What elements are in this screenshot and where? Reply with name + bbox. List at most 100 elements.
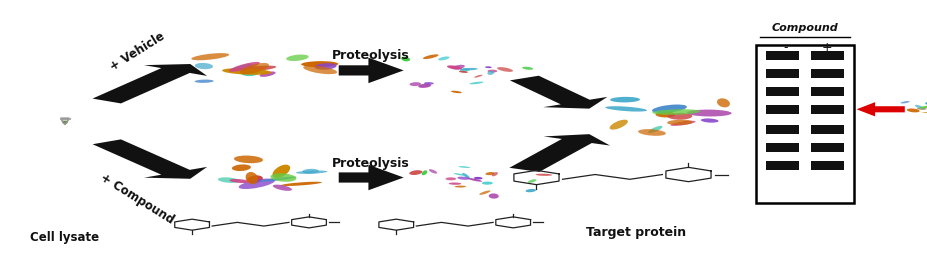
Ellipse shape [669, 121, 695, 126]
Ellipse shape [447, 66, 462, 70]
Ellipse shape [191, 54, 229, 61]
Ellipse shape [899, 102, 908, 104]
Ellipse shape [654, 112, 675, 118]
Bar [765, 70, 798, 79]
Ellipse shape [400, 57, 410, 62]
Ellipse shape [302, 169, 319, 174]
Ellipse shape [451, 66, 464, 70]
Ellipse shape [474, 177, 482, 180]
Ellipse shape [609, 120, 628, 130]
Ellipse shape [478, 191, 490, 195]
Ellipse shape [491, 172, 498, 177]
Ellipse shape [527, 180, 536, 183]
Ellipse shape [218, 178, 239, 183]
Bar [810, 70, 844, 79]
Ellipse shape [921, 112, 927, 114]
Text: Cell lysate: Cell lysate [31, 230, 99, 243]
Bar [810, 126, 844, 135]
Ellipse shape [906, 109, 919, 113]
Ellipse shape [238, 66, 276, 72]
Text: Target protein: Target protein [585, 225, 685, 237]
Ellipse shape [195, 80, 213, 84]
Ellipse shape [409, 170, 422, 175]
Ellipse shape [259, 177, 296, 182]
Ellipse shape [286, 55, 309, 62]
Ellipse shape [195, 64, 213, 70]
Ellipse shape [469, 82, 483, 85]
Bar [810, 52, 844, 61]
Bar [810, 88, 844, 97]
Polygon shape [62, 121, 68, 125]
Ellipse shape [924, 102, 927, 105]
Ellipse shape [232, 165, 250, 171]
Bar [765, 105, 798, 114]
Bar [765, 161, 798, 170]
Ellipse shape [421, 171, 427, 176]
Ellipse shape [604, 107, 646, 112]
Ellipse shape [489, 194, 498, 199]
Bar [765, 52, 798, 61]
Ellipse shape [667, 120, 692, 125]
Text: + Compound: + Compound [98, 170, 176, 226]
Ellipse shape [424, 83, 433, 85]
Ellipse shape [234, 156, 262, 164]
Ellipse shape [418, 84, 431, 89]
Ellipse shape [485, 172, 494, 176]
Polygon shape [61, 119, 69, 125]
Polygon shape [338, 165, 403, 190]
Ellipse shape [449, 183, 461, 185]
Ellipse shape [459, 69, 469, 72]
Ellipse shape [466, 178, 482, 182]
Ellipse shape [281, 182, 322, 186]
Ellipse shape [428, 169, 437, 174]
Polygon shape [509, 135, 609, 172]
Bar [810, 105, 844, 114]
Ellipse shape [652, 110, 700, 115]
Ellipse shape [454, 186, 465, 188]
Ellipse shape [453, 173, 466, 176]
Ellipse shape [458, 166, 470, 168]
Ellipse shape [222, 69, 271, 75]
Text: + Vehicle: + Vehicle [108, 30, 167, 74]
Ellipse shape [717, 99, 730, 108]
Ellipse shape [647, 126, 662, 133]
Ellipse shape [474, 75, 482, 78]
Ellipse shape [423, 55, 438, 60]
Ellipse shape [525, 189, 536, 193]
Bar [765, 88, 798, 97]
Ellipse shape [409, 83, 421, 87]
Polygon shape [93, 140, 207, 179]
Bar [810, 161, 844, 170]
Ellipse shape [273, 185, 292, 191]
Bar [765, 126, 798, 135]
Ellipse shape [229, 63, 260, 73]
Ellipse shape [438, 57, 449, 61]
Ellipse shape [516, 82, 525, 85]
Ellipse shape [497, 68, 513, 73]
Ellipse shape [487, 71, 494, 76]
Ellipse shape [487, 70, 497, 73]
Ellipse shape [457, 177, 469, 180]
Ellipse shape [914, 105, 924, 110]
Ellipse shape [667, 113, 692, 120]
Text: Proteolysis: Proteolysis [332, 156, 410, 169]
Ellipse shape [229, 179, 249, 183]
Text: Proteolysis: Proteolysis [332, 49, 410, 62]
Ellipse shape [700, 119, 717, 123]
Ellipse shape [296, 171, 327, 174]
Text: +: + [820, 41, 831, 54]
Ellipse shape [301, 62, 338, 68]
Bar [765, 144, 798, 152]
Ellipse shape [461, 69, 477, 71]
Polygon shape [509, 76, 606, 109]
Text: -: - [782, 41, 787, 54]
Ellipse shape [314, 64, 337, 70]
Ellipse shape [481, 182, 492, 185]
Ellipse shape [228, 65, 252, 73]
Bar [810, 144, 844, 152]
Ellipse shape [246, 172, 258, 184]
Ellipse shape [451, 91, 462, 94]
Ellipse shape [686, 110, 730, 117]
Polygon shape [93, 65, 207, 104]
Ellipse shape [303, 66, 337, 75]
